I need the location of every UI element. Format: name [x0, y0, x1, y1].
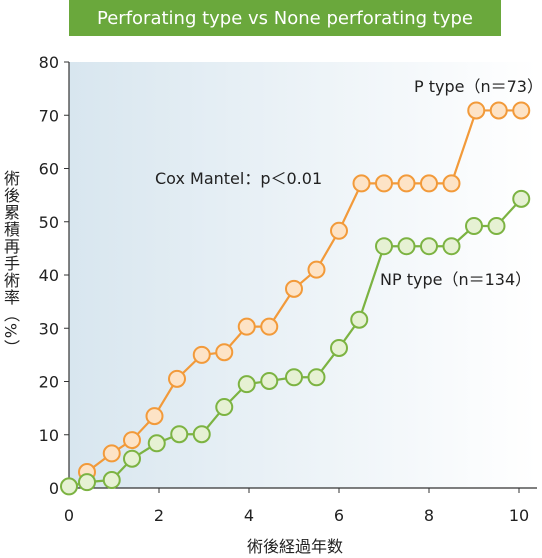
- series-label: NP type（n＝134）: [380, 270, 531, 289]
- x-tick-label: 0: [64, 506, 74, 525]
- data-point: [147, 434, 166, 453]
- data-point: [60, 477, 78, 496]
- data-point: [487, 217, 506, 236]
- x-tick-label: 4: [244, 506, 254, 525]
- data-point: [260, 371, 279, 390]
- data-point: [78, 473, 96, 492]
- data-point: [330, 338, 348, 357]
- data-point: [237, 375, 256, 394]
- data-point: [168, 369, 186, 388]
- y-axis-label: 術後累積再手術率（%）: [1, 170, 20, 357]
- data-point: [192, 345, 211, 364]
- data-point: [350, 310, 369, 329]
- data-point: [260, 317, 279, 336]
- data-point: [512, 101, 531, 120]
- x-axis-label: 術後経過年数: [247, 537, 343, 556]
- y-tick-label: 20: [39, 373, 59, 392]
- data-point: [420, 174, 438, 193]
- data-point: [442, 174, 461, 193]
- x-tick-label: 6: [334, 506, 344, 525]
- data-point: [102, 471, 121, 490]
- data-point: [397, 237, 416, 256]
- data-point: [352, 174, 371, 193]
- data-point: [285, 279, 303, 298]
- data-point: [375, 174, 393, 193]
- chart-annotation: Cox Mantel：p＜0.01: [155, 169, 322, 188]
- data-point: [285, 368, 303, 387]
- data-point: [237, 317, 256, 336]
- chart-title: Perforating type vs None perforating typ…: [97, 7, 473, 29]
- data-point: [442, 237, 461, 256]
- data-point: [102, 444, 121, 463]
- data-point: [397, 174, 416, 193]
- y-tick-label: 0: [49, 479, 59, 498]
- data-point: [123, 431, 141, 450]
- data-point: [512, 189, 531, 208]
- chart-title-banner: Perforating type vs None perforating typ…: [69, 0, 501, 36]
- data-point: [215, 398, 234, 417]
- data-point: [307, 368, 326, 387]
- data-point: [489, 101, 508, 120]
- y-tick-label: 70: [39, 106, 59, 125]
- data-point: [307, 260, 326, 279]
- x-tick-label: 10: [509, 506, 529, 525]
- data-point: [467, 101, 486, 120]
- series-label: P type（n＝73）: [414, 77, 542, 96]
- data-point: [215, 343, 234, 362]
- data-point: [170, 425, 189, 444]
- x-tick-label: 8: [424, 506, 434, 525]
- data-point: [123, 449, 141, 468]
- data-point: [420, 237, 438, 256]
- data-point: [145, 407, 164, 426]
- y-tick-label: 10: [39, 426, 59, 445]
- data-point: [330, 221, 348, 240]
- y-tick-label: 40: [39, 266, 59, 285]
- y-tick-label: 30: [39, 319, 59, 338]
- data-point: [192, 425, 211, 444]
- y-tick-label: 80: [39, 53, 59, 72]
- data-point: [375, 237, 393, 256]
- data-point: [465, 217, 483, 236]
- x-tick-label: 2: [154, 506, 164, 525]
- y-tick-label: 50: [39, 213, 59, 232]
- y-tick-label: 60: [39, 160, 59, 179]
